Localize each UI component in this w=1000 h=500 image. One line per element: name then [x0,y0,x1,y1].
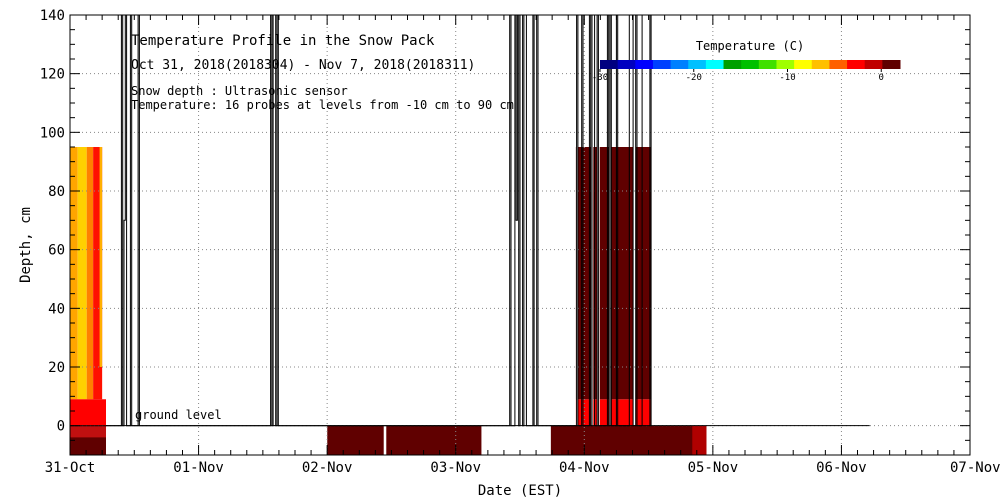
x-tick-label: 31-Oct [45,460,96,476]
missing-data-cell [481,425,551,455]
colorbar-swatch [617,60,636,69]
colorbar-swatch [600,60,619,69]
x-axis-label: Date (EST) [478,483,562,499]
axes: 0 20 40 60 80 100 120 140 31-Oct 01-Nov 02-Nov 03-N… [40,8,1000,476]
grid-lines [70,15,970,455]
y-tick-label: 0 [57,419,65,435]
y-tick-label: 140 [40,8,65,24]
colorbar-tick-label: -30 [592,73,608,83]
x-tick-label: 05-Nov [688,460,739,476]
snow-depth-line [70,14,870,427]
x-tick-label: 06-Nov [816,460,867,476]
y-axis-label: Depth, cm [18,207,34,283]
heatmap-cell [575,147,652,400]
chart-note-1: Snow depth : Ultrasonic sensor [131,84,348,98]
y-tick-label: 100 [40,125,65,141]
missing-data-cell [383,425,387,455]
x-tick-label: 02-Nov [302,460,353,476]
colorbar-swatch [864,60,883,69]
ground-level-label: ground level [135,408,222,422]
colorbar-swatch [847,60,866,69]
colorbar-tick-label: 0 [879,73,884,83]
colorbar-swatch [652,60,672,69]
colorbar-title: Temperature (C) [696,39,804,53]
heatmap-cell [99,147,103,367]
colorbar-swatch [670,60,689,69]
colorbar-swatch [776,60,795,69]
colorbar-swatch [829,60,848,69]
heatmap-cell [93,147,103,400]
x-tick-label: 01-Nov [173,460,224,476]
missing-data-gap [633,147,636,426]
heatmap-cell [692,425,707,455]
missing-data-cell [106,425,328,455]
heatmap-cell [70,437,106,455]
colorbar: -30 -20 -10 0 [592,60,901,83]
x-tick-label: 07-Nov [950,460,1000,476]
y-tick-label: 20 [48,360,65,376]
snow-depth-series [70,14,870,427]
heatmap-cell [77,147,87,400]
colorbar-swatch [811,60,830,69]
x-tick-label: 03-Nov [430,460,481,476]
colorbar-tick-label: -20 [686,73,702,83]
colorbar-swatch [723,60,742,69]
heatmap-cells [70,147,707,455]
y-tick-label: 40 [48,301,65,317]
heatmap-cell [575,399,652,426]
colorbar-swatch [635,60,654,69]
heatmap-cell [86,147,94,400]
colorbar-swatch [794,60,813,69]
colorbar-swatch [688,60,707,69]
x-tick-label: 04-Nov [559,460,610,476]
colorbar-swatch [758,60,777,69]
colorbar-swatch [882,60,901,69]
chart-subtitle: Oct 31, 2018(2018304) - Nov 7, 2018(2018… [131,58,475,73]
y-tick-label: 80 [48,184,65,200]
y-tick-label: 120 [40,67,65,83]
chart-note-2: Temperature: 16 probes at levels from -1… [131,98,514,112]
colorbar-swatch [741,60,760,69]
colorbar-swatch [705,60,725,69]
chart-title: Temperature Profile in the Snow Pack [131,33,435,49]
heatmap-cell [70,399,106,426]
heatmap-cell [70,147,78,400]
y-tick-label: 60 [48,243,65,259]
colorbar-tick-label: -10 [779,73,795,83]
